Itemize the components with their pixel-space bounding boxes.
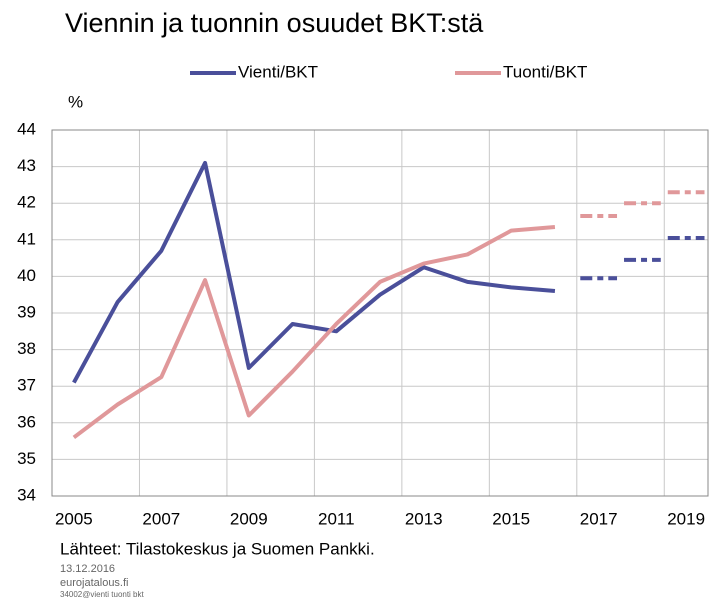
x-tick-label: 2013 xyxy=(405,509,443,528)
y-tick-label: 34 xyxy=(17,485,36,504)
series-line xyxy=(72,224,556,440)
source: Lähteet: Tilastokeskus ja Suomen Pankki. xyxy=(60,539,375,558)
x-tick-label: 2009 xyxy=(230,509,268,528)
series-line xyxy=(72,160,556,384)
y-tick-label: 43 xyxy=(17,156,36,175)
y-tick-label: 39 xyxy=(17,302,36,321)
y-tick-label: 44 xyxy=(17,119,36,138)
x-tick-label: 2015 xyxy=(492,509,530,528)
y-tick-label: 42 xyxy=(17,193,36,212)
y-tick-label: 37 xyxy=(17,376,36,395)
x-tick-label: 2005 xyxy=(55,509,93,528)
y-tick-label: 40 xyxy=(17,266,36,285)
x-tick-label: 2011 xyxy=(318,509,355,528)
y-tick-label: 36 xyxy=(17,412,36,431)
chart-title: Viennin ja tuonnin osuudet BKT:stä xyxy=(65,8,484,38)
x-tick-label: 2017 xyxy=(580,509,618,528)
y-tick-label: 35 xyxy=(17,449,36,468)
legend-label: Vienti/BKT xyxy=(238,62,318,81)
x-tick-label: 2007 xyxy=(142,509,180,528)
code: 34002@vienti tuonti bkt xyxy=(60,590,145,599)
plot-frame xyxy=(51,129,709,497)
date: 13.12.2016 xyxy=(60,563,115,575)
x-tick-label: 2019 xyxy=(667,509,705,528)
y-tick-label: 41 xyxy=(17,229,36,248)
legend-label: Tuonti/BKT xyxy=(503,62,587,81)
y-tick-label: 38 xyxy=(17,339,36,358)
site: eurojatalous.fi xyxy=(60,577,129,589)
y-axis-label: % xyxy=(68,92,83,111)
